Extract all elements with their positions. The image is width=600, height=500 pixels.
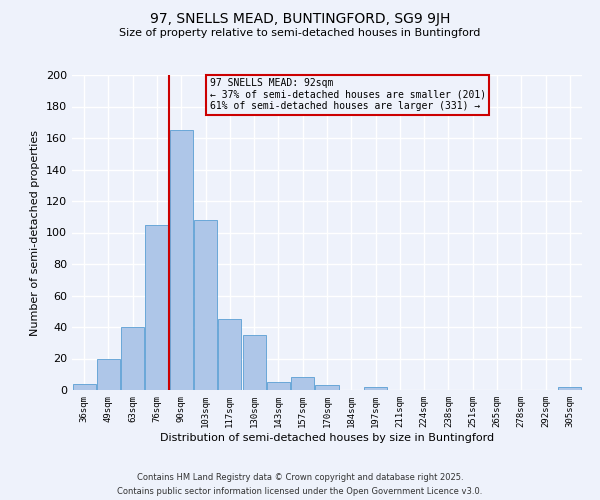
Bar [316,386,338,390]
Text: Contains public sector information licensed under the Open Government Licence v3: Contains public sector information licen… [118,488,482,496]
Bar [121,327,144,390]
Bar [559,387,581,390]
Text: 97, SNELLS MEAD, BUNTINGFORD, SG9 9JH: 97, SNELLS MEAD, BUNTINGFORD, SG9 9JH [150,12,450,26]
Y-axis label: Number of semi-detached properties: Number of semi-detached properties [31,130,40,336]
Bar [194,220,217,390]
Text: Contains HM Land Registry data © Crown copyright and database right 2025.: Contains HM Land Registry data © Crown c… [137,472,463,482]
Bar [170,130,193,390]
Text: 97 SNELLS MEAD: 92sqm
← 37% of semi-detached houses are smaller (201)
61% of sem: 97 SNELLS MEAD: 92sqm ← 37% of semi-deta… [210,78,486,112]
Bar [267,382,290,390]
Bar [242,335,266,390]
Bar [218,319,241,390]
X-axis label: Distribution of semi-detached houses by size in Buntingford: Distribution of semi-detached houses by … [160,432,494,442]
Bar [291,378,314,390]
Bar [364,387,387,390]
Bar [97,358,120,390]
Text: Size of property relative to semi-detached houses in Buntingford: Size of property relative to semi-detach… [119,28,481,38]
Bar [73,384,95,390]
Bar [145,224,169,390]
